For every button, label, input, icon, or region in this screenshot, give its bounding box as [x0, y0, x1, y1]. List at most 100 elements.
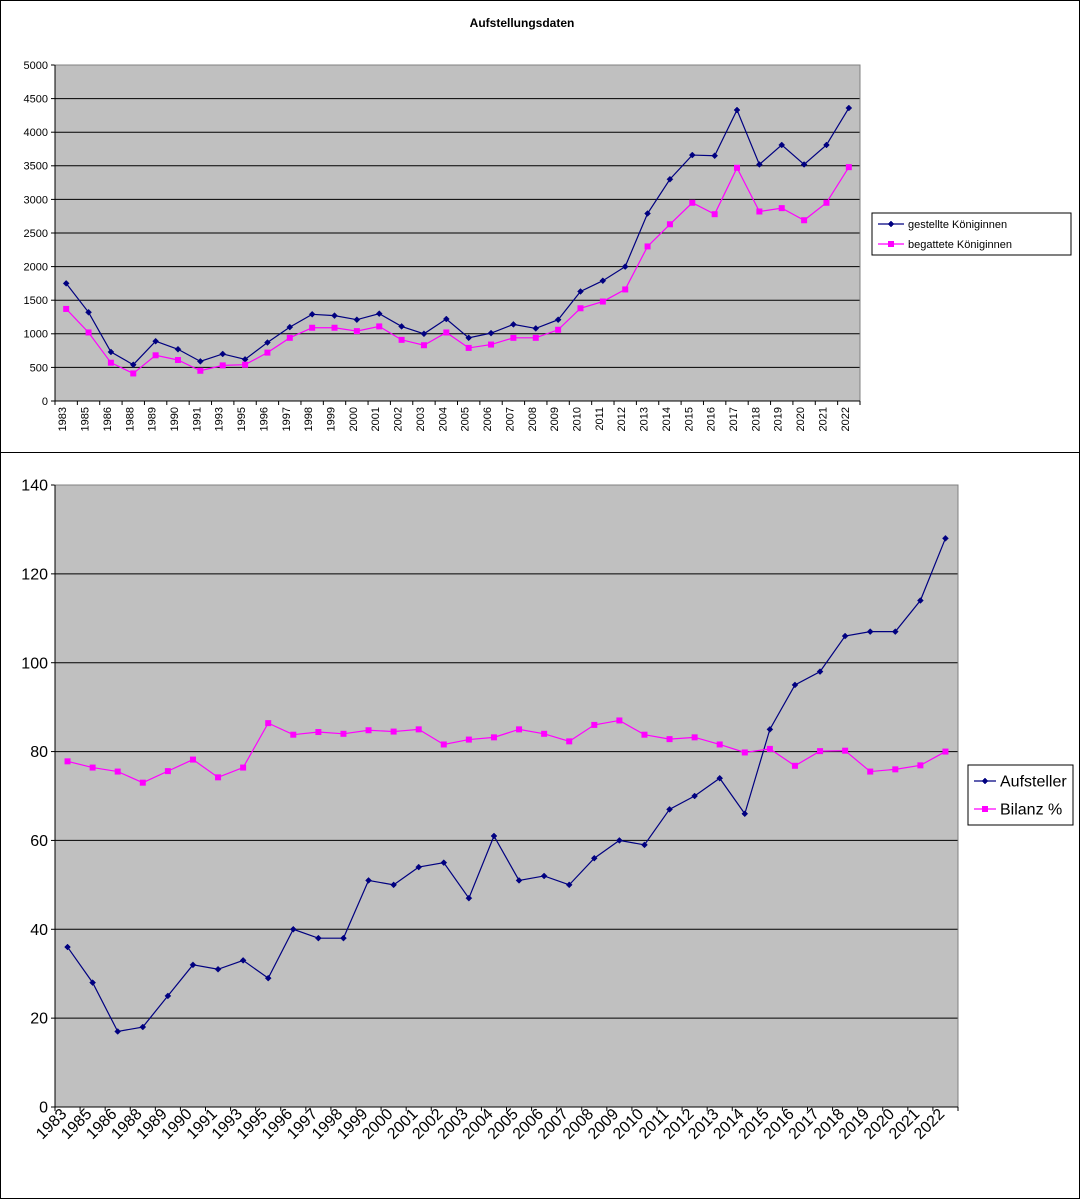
data-point — [565, 881, 573, 889]
x-tick-label: 1996 — [258, 407, 270, 431]
plot-area — [55, 485, 958, 1107]
data-point — [415, 863, 423, 871]
data-point — [63, 305, 70, 312]
data-point — [641, 841, 648, 849]
legend-marker — [888, 241, 894, 247]
data-point — [866, 628, 874, 635]
data-point — [189, 756, 196, 763]
data-point — [599, 277, 607, 285]
data-point — [139, 779, 146, 786]
y-tick-label: 1500 — [24, 295, 48, 307]
legend-box — [967, 764, 1074, 826]
data-point — [816, 668, 824, 675]
data-point — [239, 957, 247, 964]
data-point — [89, 764, 96, 771]
data-point — [114, 768, 121, 775]
data-point — [196, 357, 204, 365]
data-point — [443, 329, 450, 336]
data-point — [365, 727, 372, 734]
data-point — [691, 792, 698, 800]
y-tick-label: 120 — [21, 566, 48, 583]
data-point — [240, 764, 247, 771]
chart-divider — [0, 452, 1080, 453]
data-point — [490, 734, 497, 741]
data-point — [641, 731, 648, 738]
x-tick-label: 2004 — [437, 407, 449, 431]
data-point — [139, 1023, 147, 1031]
data-point — [756, 161, 763, 168]
data-point — [315, 729, 322, 736]
data-point — [398, 336, 405, 343]
data-point — [532, 325, 540, 332]
x-tick-label: 2022 — [840, 407, 852, 431]
x-tick-label: 1990 — [169, 407, 181, 431]
x-tick-label: 2008 — [527, 407, 539, 431]
data-point — [164, 768, 171, 775]
data-point — [817, 748, 824, 755]
x-tick-label: 2014 — [661, 407, 673, 431]
data-point — [331, 312, 338, 320]
data-point — [152, 337, 159, 345]
data-point — [465, 894, 473, 902]
data-point — [689, 199, 696, 206]
y-tick-label: 3500 — [24, 161, 48, 173]
data-point — [376, 323, 383, 330]
data-point — [666, 805, 673, 813]
x-tick-label: 2005 — [460, 407, 472, 431]
data-point — [577, 305, 584, 312]
data-point — [353, 328, 360, 335]
legend-label: Aufsteller — [1000, 774, 1067, 791]
x-tick-label: 1995 — [236, 407, 248, 431]
data-point — [666, 175, 674, 183]
x-tick-label: 2017 — [728, 407, 740, 431]
data-point — [867, 768, 874, 775]
data-point — [189, 961, 197, 969]
y-tick-label: 20 — [30, 1011, 48, 1028]
data-point — [152, 352, 159, 359]
data-point — [691, 734, 698, 741]
x-tick-label: 1993 — [214, 407, 226, 431]
x-tick-label: 2002 — [393, 407, 405, 431]
x-tick-label: 1983 — [57, 407, 69, 431]
data-point — [62, 280, 70, 287]
data-point — [734, 164, 741, 171]
x-tick-label: 2018 — [750, 407, 762, 431]
data-point — [130, 370, 137, 377]
data-point — [644, 243, 651, 250]
data-point — [390, 728, 397, 735]
data-point — [490, 832, 498, 840]
data-point — [264, 974, 272, 982]
legend-label: Bilanz % — [1000, 802, 1062, 819]
y-tick-label: 500 — [30, 362, 48, 374]
chart-title: Aufstellungsdaten — [470, 16, 575, 30]
data-point — [616, 717, 623, 724]
data-point — [214, 965, 222, 973]
data-point — [823, 141, 830, 149]
x-tick-label: 2016 — [706, 407, 718, 431]
data-point — [621, 263, 629, 270]
data-point — [415, 726, 422, 733]
series-line-1 — [65, 107, 850, 366]
data-point — [340, 934, 347, 942]
x-tick-label: 1998 — [303, 407, 315, 431]
data-point — [308, 310, 316, 318]
data-point — [64, 758, 71, 765]
x-tick-label: 1989 — [147, 407, 159, 431]
y-tick-label: 4000 — [24, 127, 48, 139]
x-tick-label: 2003 — [415, 407, 427, 431]
y-tick-label: 2000 — [24, 261, 48, 273]
data-point — [390, 881, 397, 889]
data-point — [554, 316, 562, 324]
data-point — [801, 217, 808, 224]
data-point — [465, 334, 473, 342]
x-tick-label: 2012 — [616, 407, 628, 431]
data-point — [215, 774, 222, 781]
data-point — [590, 854, 598, 862]
data-point — [264, 349, 271, 356]
data-point — [85, 329, 92, 336]
data-point — [129, 361, 137, 369]
data-point — [845, 164, 852, 171]
data-point — [756, 208, 763, 215]
data-point — [286, 323, 294, 331]
data-point — [85, 308, 92, 316]
